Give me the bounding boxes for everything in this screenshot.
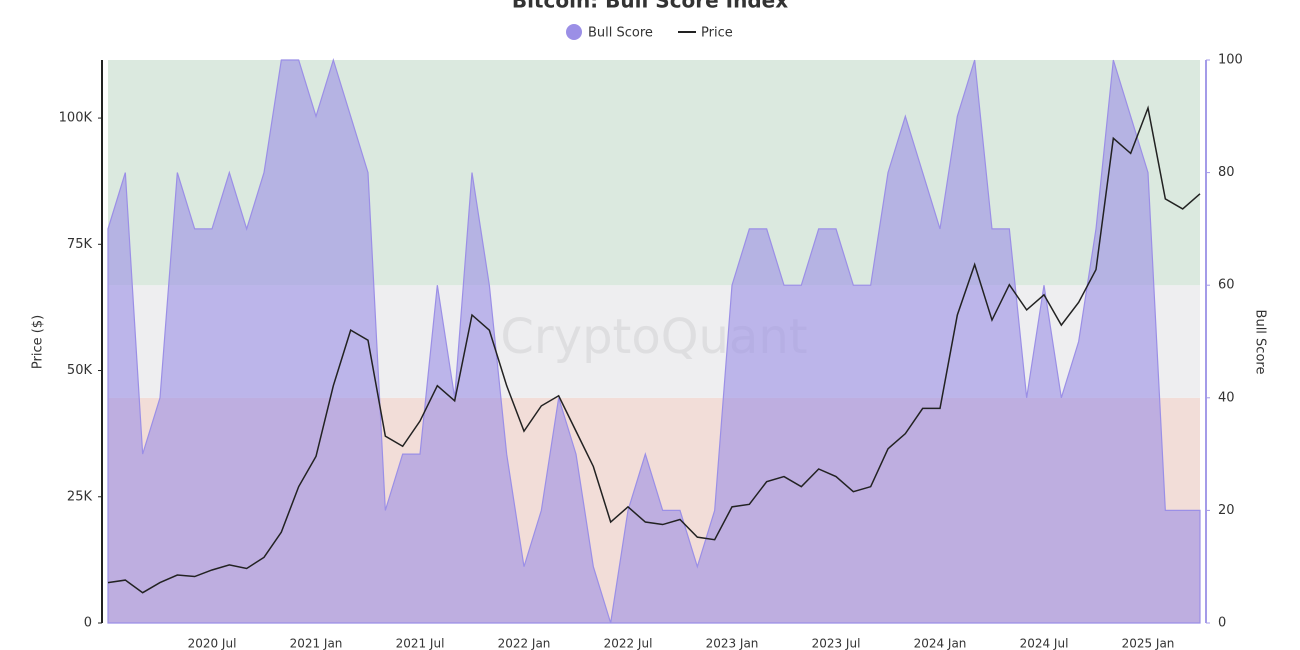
x-tick-label: 2021 Jul [396,637,445,650]
x-tick-label: 2023 Jan [706,637,759,650]
x-tick-label: 2020 Jul [188,637,237,650]
x-tick-label: 2021 Jan [290,637,343,650]
y2-tick-label: 40 [1218,390,1235,405]
x-tick-label: 2023 Jul [812,637,861,650]
y2-tick-label: 60 [1218,278,1235,293]
y-axis-label: Price ($) [31,315,46,369]
bull-score-area [107,57,1201,624]
legend-marker [566,24,582,40]
y2-axis-label: Bull Score [1253,310,1268,375]
y2-tick-label: 80 [1218,165,1235,180]
x-tick-label: 2025 Jan [1122,637,1175,650]
y2-tick-label: 20 [1218,503,1235,518]
y2-tick-label: 0 [1218,616,1226,631]
y-tick-label: 0 [84,616,92,631]
x-tick-label: 2022 Jan [498,637,551,650]
y-tick-label: 25K [67,489,93,504]
y-tick-label: 75K [67,237,93,252]
y-tick-label: 100K [59,111,93,126]
x-tick-label: 2024 Jul [1020,637,1069,650]
y2-tick-label: 100 [1218,53,1243,68]
x-tick-label: 2022 Jul [604,637,653,650]
x-tick-label: 2024 Jan [914,637,967,650]
legend-label: Price [701,26,733,41]
legend-label: Bull Score [588,26,653,41]
y-tick-label: 50K [67,363,93,378]
price-line [107,105,1201,594]
chart-title: Bitcoin: Bull Score Index [512,0,788,13]
